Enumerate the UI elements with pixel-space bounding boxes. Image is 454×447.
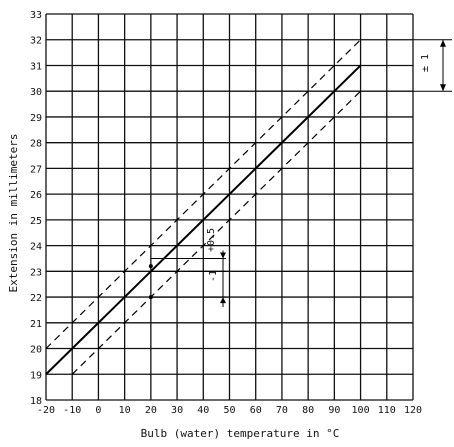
x-tick-label: 80	[302, 405, 314, 416]
x-tick-label: 120	[404, 405, 422, 416]
plus-arrow	[220, 252, 226, 259]
y-tick-label: 25	[30, 216, 42, 227]
x-tick-label: 90	[328, 405, 340, 416]
series-lines	[45, 39, 362, 375]
y-tick-label: 32	[30, 36, 42, 47]
x-tick-label: 50	[223, 405, 235, 416]
y-tick-label: 30	[30, 87, 42, 98]
y-tick-label: 20	[30, 345, 42, 356]
y-tick-label: 19	[30, 370, 42, 381]
x-axis-label: Bulb (water) temperature in °C	[141, 427, 340, 440]
y-tick-label: 26	[30, 190, 42, 201]
x-tick-label: 100	[352, 405, 370, 416]
x-tick-label: 110	[378, 405, 396, 416]
minus-arrow	[220, 297, 226, 304]
x-tick-label: 70	[276, 405, 288, 416]
y-tick-label: 33	[30, 10, 42, 21]
annotations	[148, 39, 452, 308]
y-tick-label: 21	[30, 319, 42, 330]
x-tick-labels: -20 -10 0 10 20 30 40 50 60 70 80 90 100 110 120	[37, 405, 422, 416]
y-tick-label: 23	[30, 267, 42, 278]
bracket-arrow-up	[440, 39, 446, 47]
sample-point-upper	[148, 264, 153, 269]
y-tick-label: 28	[30, 139, 42, 150]
x-tick-label: -20	[37, 405, 55, 416]
tolerance-plus-label: +0.5	[206, 228, 217, 252]
tolerance-line	[45, 39, 361, 349]
x-tick-label: 40	[197, 405, 209, 416]
y-tick-label: 29	[30, 113, 42, 124]
x-tick-label: 10	[119, 405, 131, 416]
grid	[45, 13, 414, 401]
tolerance-minus-label: -1	[208, 270, 219, 282]
nominal-line	[45, 64, 362, 375]
y-axis-label: Extension in millimeters	[7, 134, 20, 293]
y-tick-label: 27	[30, 164, 42, 175]
y-tick-label: 18	[30, 396, 42, 407]
y-tick-label: 24	[30, 242, 42, 253]
y-tick-labels: 18 19 20 21 22 23 24 25 26 27 28 29 30 31 32 33	[30, 10, 42, 407]
x-tick-label: 30	[171, 405, 183, 416]
bracket-arrow-down	[440, 84, 446, 92]
x-tick-label: -10	[63, 405, 81, 416]
y-tick-label: 31	[30, 61, 42, 72]
x-tick-label: 60	[250, 405, 262, 416]
tolerance-side-label: ± 1	[420, 54, 431, 72]
x-tick-label: 0	[95, 405, 101, 416]
y-tick-label: 22	[30, 293, 42, 304]
x-tick-label: 20	[145, 405, 157, 416]
tolerance-line	[71, 90, 361, 375]
